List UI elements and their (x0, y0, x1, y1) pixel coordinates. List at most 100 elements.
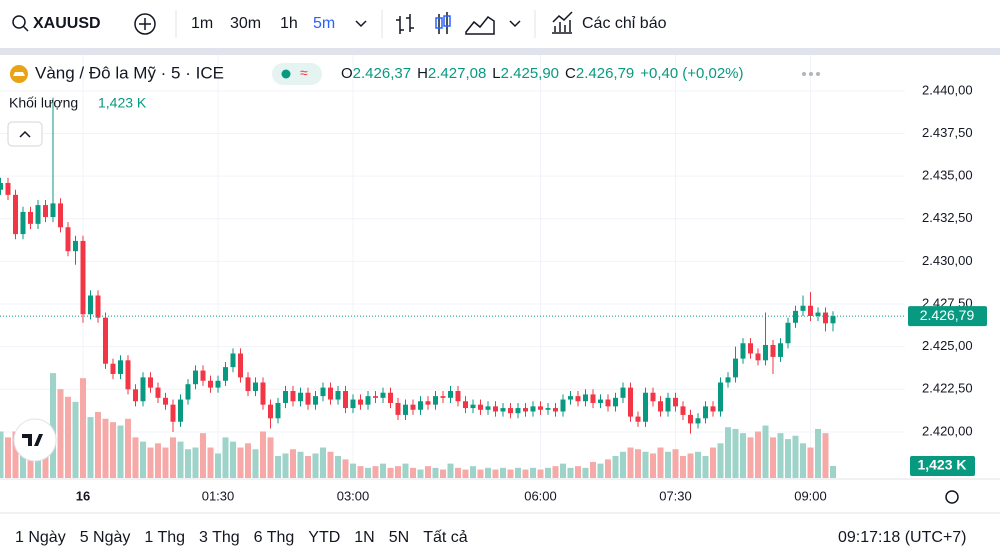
candle-body (470, 404, 476, 409)
candle-body (88, 295, 93, 315)
settings-icon[interactable] (945, 490, 959, 504)
interval-button[interactable]: 5m (313, 15, 335, 32)
indicators-icon[interactable] (552, 11, 573, 34)
volume-bar (185, 449, 191, 478)
ohlc-value: 2.426,37 (353, 65, 411, 82)
volume-bar (477, 469, 484, 478)
range-button[interactable]: 6 Thg (254, 529, 295, 546)
last-price-badge (908, 306, 987, 327)
volume-bar (297, 451, 304, 478)
candle-body (410, 404, 416, 410)
candle-body (28, 211, 33, 224)
interval-dropdown[interactable] (355, 20, 367, 28)
volume-bar (770, 437, 776, 478)
candle-body (155, 387, 161, 398)
volume-bar (785, 439, 791, 478)
candle-body (778, 343, 783, 357)
range-button[interactable]: 3 Thg (199, 529, 240, 546)
volume-bar (612, 456, 619, 478)
candle-body (635, 416, 641, 422)
candle-body (335, 391, 341, 400)
ohlc-key: H (417, 65, 428, 82)
interval-button[interactable]: 30m (230, 15, 261, 32)
candle-body (710, 406, 716, 412)
volume-bar (620, 451, 626, 478)
candle-body (290, 391, 296, 402)
volume-badge (910, 455, 975, 476)
volume-bar (800, 443, 806, 478)
volume-bar (777, 433, 784, 478)
volume-bar (635, 449, 641, 478)
interval-button[interactable]: 1h (280, 15, 298, 32)
candle-body (568, 396, 573, 400)
candle-body (680, 406, 686, 415)
candle-body (140, 377, 146, 402)
volume-bar (417, 469, 424, 478)
volume-bar (440, 469, 446, 478)
indicators-button[interactable]: Các chỉ báo (582, 15, 667, 32)
y-tick-label: 2.440,00 (922, 82, 973, 97)
candle-body (110, 363, 116, 374)
compare-button[interactable] (134, 13, 156, 35)
x-tick-label: 06:00 (524, 488, 557, 503)
volume-bar (335, 456, 341, 478)
more-dot (809, 72, 813, 76)
range-button[interactable]: Tất cả (423, 529, 468, 546)
candle-body (245, 377, 251, 392)
volume-bar (200, 433, 206, 478)
candle-body (343, 391, 348, 409)
candle-body (230, 353, 236, 368)
candle-body (275, 402, 281, 419)
candle-body (388, 392, 393, 403)
candle-body (605, 399, 611, 407)
volume-bar (492, 469, 499, 478)
candle-body (253, 382, 258, 392)
range-button[interactable]: 1 Ngày (15, 529, 66, 546)
volume-bar (365, 467, 371, 478)
candle-body (238, 353, 243, 378)
candle-body (575, 396, 581, 402)
candle-body (118, 360, 123, 374)
interval-button[interactable]: 1m (191, 15, 213, 32)
volume-bar (117, 425, 124, 478)
volume-bar (125, 418, 131, 478)
range-button[interactable]: 5 Ngày (80, 529, 131, 546)
volume-bar (507, 469, 514, 478)
ohlc-key: C (565, 65, 576, 82)
candle-body (13, 194, 18, 235)
volume-bar (740, 433, 746, 478)
symbol[interactable]: XAUUSD (33, 15, 101, 32)
range-button[interactable]: 1N (354, 529, 374, 546)
tv-logo[interactable] (13, 418, 57, 462)
range-button[interactable]: 1 Thg (144, 529, 185, 546)
search-icon-handle (22, 25, 29, 32)
range-button[interactable]: YTD (308, 529, 340, 546)
candle-body (770, 344, 776, 357)
more-dot[interactable] (802, 72, 806, 76)
candle-body (185, 384, 191, 400)
ohlc-value: 2.427,08 (428, 65, 486, 82)
candle-body (35, 205, 41, 224)
range-button[interactable]: 5N (389, 529, 409, 546)
volume-bar (282, 453, 289, 478)
volume-bar (447, 463, 454, 478)
volume-bar (327, 451, 334, 478)
area-style-icon[interactable] (465, 15, 495, 35)
volume-bar (5, 437, 11, 478)
volume-bar (342, 459, 349, 478)
interval-group: 1m 30m 1h 5m (191, 15, 335, 32)
candle-body (800, 305, 806, 311)
candle-body (643, 392, 648, 422)
candle-style-body (435, 17, 443, 29)
volume-bar (522, 469, 529, 478)
candle-body (748, 343, 753, 354)
volume-bar (260, 431, 266, 478)
candle-body (373, 396, 378, 398)
status-pill[interactable] (272, 63, 322, 85)
candle-body (403, 404, 408, 415)
collapse-button[interactable] (7, 121, 43, 147)
volume-bar (650, 453, 656, 478)
style-dropdown[interactable] (509, 20, 521, 28)
search-icon[interactable] (12, 15, 26, 29)
bar-style-icon[interactable] (396, 14, 414, 34)
